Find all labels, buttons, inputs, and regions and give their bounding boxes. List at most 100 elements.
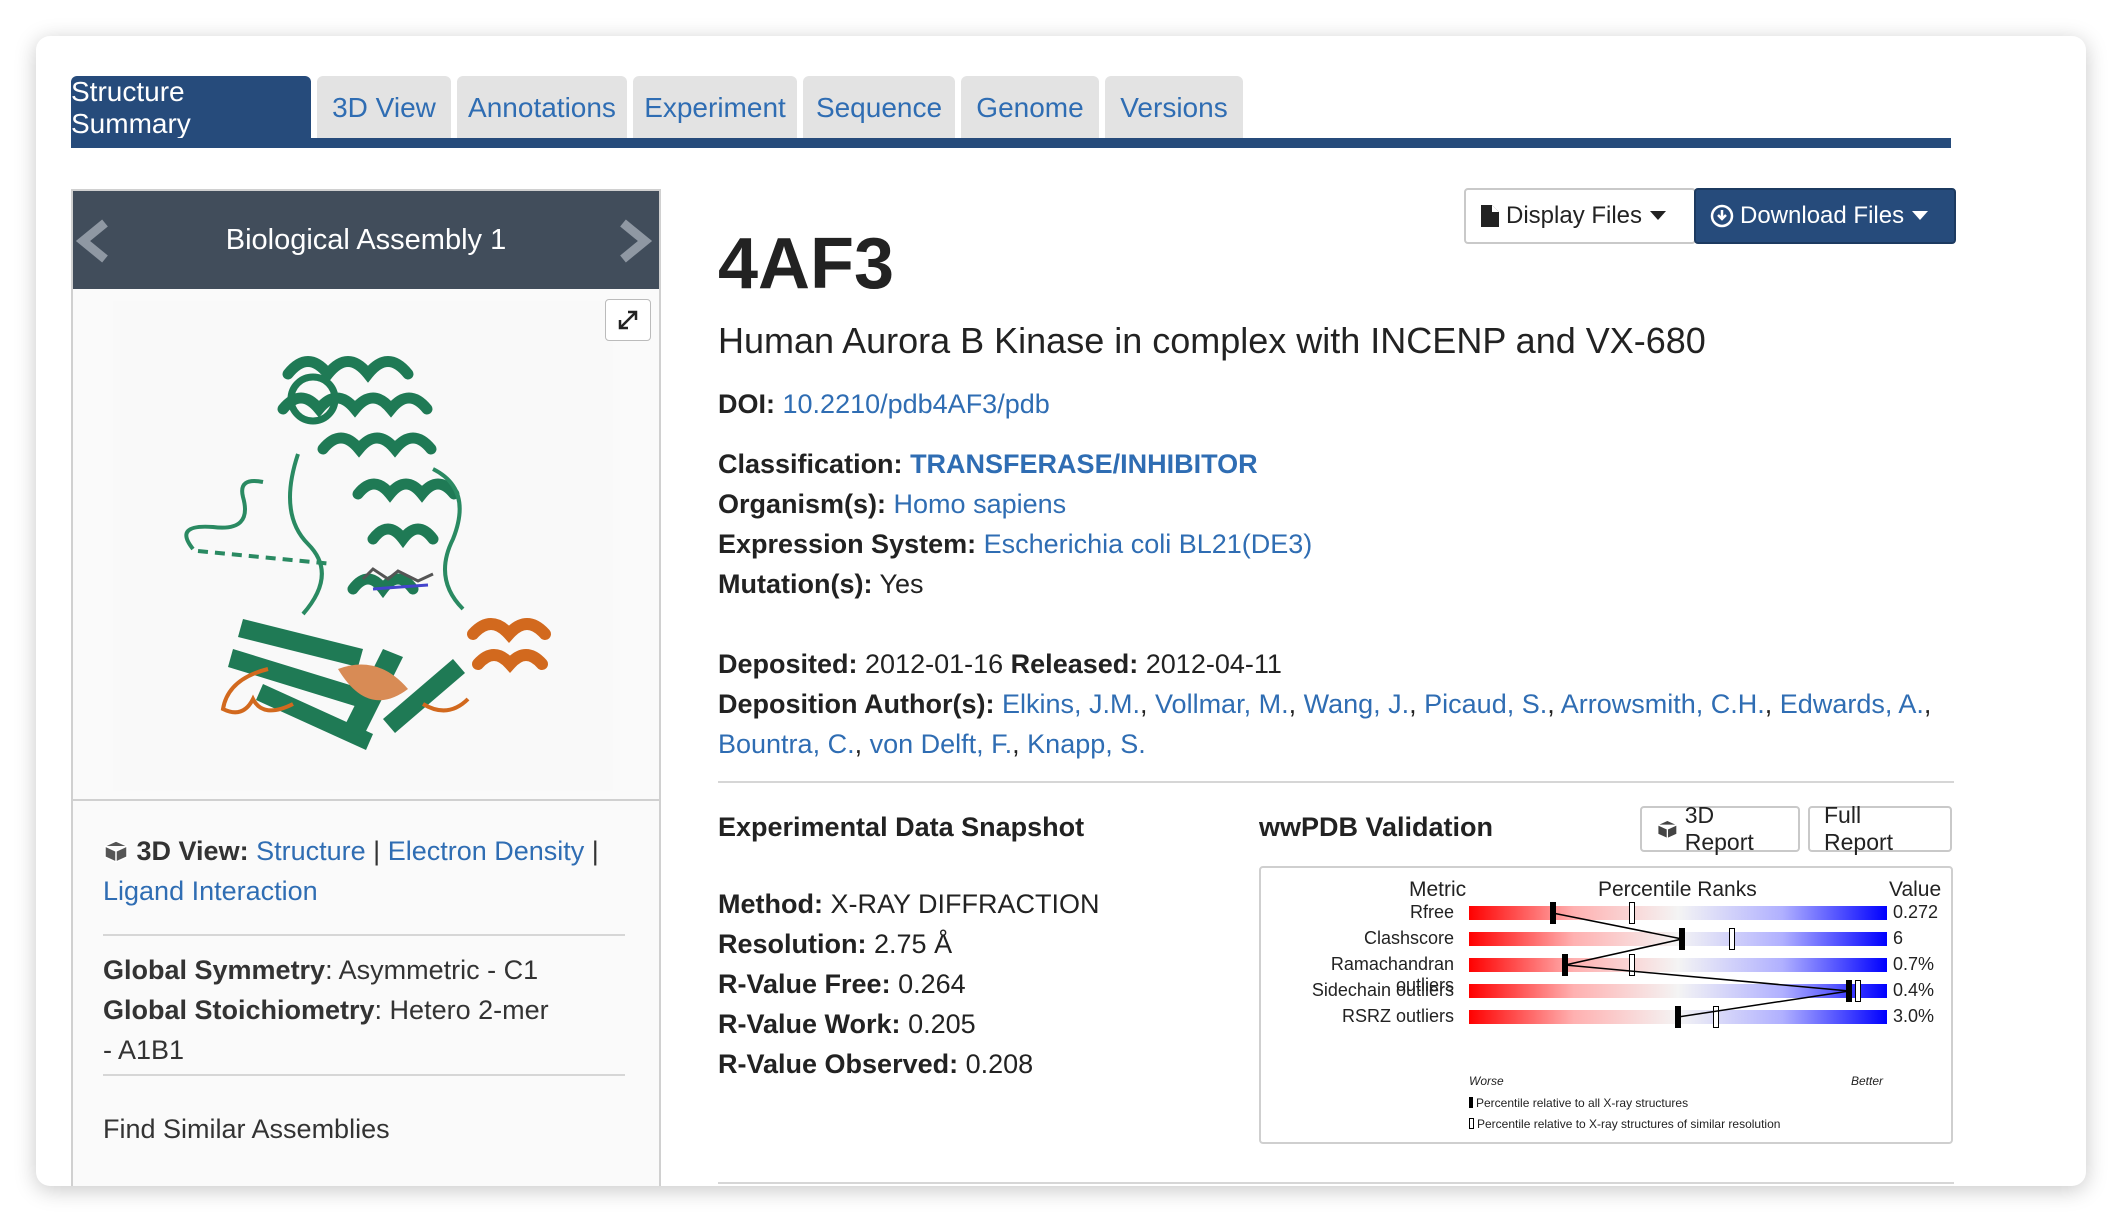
download-files-button[interactable]: Download Files bbox=[1694, 188, 1956, 244]
full-report-button[interactable]: Full Report bbox=[1808, 802, 1952, 855]
find-similar-assemblies-link[interactable]: Find Similar Assemblies bbox=[103, 1114, 390, 1144]
structure-image[interactable] bbox=[73, 289, 659, 801]
separator: | bbox=[591, 836, 599, 866]
metric-name: Clashscore bbox=[1363, 928, 1454, 948]
legend-similar-label: Percentile relative to X-ray structures … bbox=[1477, 1117, 1781, 1131]
percentile-header: Percentile Ranks bbox=[1598, 878, 1757, 901]
entry-main: Display Files Download Files 4AF3 Human … bbox=[718, 36, 1958, 1186]
rwork-row: R-Value Work: 0.205 bbox=[718, 1004, 976, 1044]
released-label: Released: bbox=[1010, 649, 1139, 679]
mutation-row: Mutation(s): Yes bbox=[718, 564, 924, 604]
percentile-connector-lines bbox=[1552, 912, 1850, 1018]
tab-sequence[interactable]: Sequence bbox=[803, 76, 955, 140]
better-label: Better bbox=[1851, 1074, 1884, 1088]
divider bbox=[718, 781, 1954, 783]
page-card: Structure Summary 3D View Annotations Ex… bbox=[36, 36, 2086, 1186]
connector-line bbox=[1564, 938, 1683, 966]
divider bbox=[103, 934, 625, 936]
deposited-label: Deposited: bbox=[718, 649, 858, 679]
resolution-label: Resolution: bbox=[718, 929, 867, 959]
snapshot-title: Experimental Data Snapshot bbox=[718, 812, 1085, 842]
dates-row: Deposited: 2012-01-16 Released: 2012-04-… bbox=[718, 644, 1282, 684]
percentile-marker-similar bbox=[1629, 902, 1636, 924]
assembly-header: Biological Assembly 1 bbox=[73, 191, 659, 289]
download-files-label: Download Files bbox=[1740, 202, 1905, 229]
robs-label: R-Value Observed: bbox=[718, 1049, 959, 1079]
3d-report-button[interactable]: 3D Report bbox=[1640, 802, 1800, 855]
rwork-label: R-Value Work: bbox=[718, 1009, 901, 1039]
metric-value: 0.7% bbox=[1893, 954, 1935, 974]
entry-title: Human Aurora B Kinase in complex with IN… bbox=[718, 320, 1706, 361]
tab-genome[interactable]: Genome bbox=[961, 76, 1099, 140]
author-link[interactable]: Bountra, C. bbox=[718, 729, 855, 759]
organism-row: Organism(s): Homo sapiens bbox=[718, 484, 1066, 524]
organism-label: Organism(s): bbox=[718, 489, 887, 519]
resolution-row: Resolution: 2.75 Å bbox=[718, 924, 952, 964]
tab-annotations[interactable]: Annotations bbox=[457, 76, 627, 140]
legend-similar-swatch bbox=[1469, 1118, 1474, 1129]
electron-density-link[interactable]: Electron Density bbox=[387, 836, 585, 866]
metric-header: Metric bbox=[1409, 878, 1467, 901]
author-link[interactable]: von Delft, F. bbox=[869, 729, 1013, 759]
released-value: 2012-04-11 bbox=[1145, 649, 1282, 679]
cube-icon bbox=[1657, 819, 1678, 840]
doi-link[interactable]: 10.2210/pdb4AF3/pdb bbox=[782, 389, 1050, 419]
doi-row: DOI: 10.2210/pdb4AF3/pdb bbox=[718, 384, 1050, 424]
percentile-marker-similar bbox=[1629, 954, 1636, 976]
divider bbox=[103, 1074, 625, 1076]
resolution-value: 2.75 Å bbox=[874, 929, 953, 959]
entry-id: 4AF3 bbox=[718, 224, 895, 304]
display-files-button[interactable]: Display Files bbox=[1464, 188, 1696, 244]
method-label: Method: bbox=[718, 889, 823, 919]
file-icon bbox=[1481, 205, 1499, 227]
metric-name: Ramachandran outliers bbox=[1330, 954, 1454, 995]
legend-similar: Percentile relative to X-ray structures … bbox=[1469, 1117, 1780, 1131]
author-link[interactable]: Picaud, S. bbox=[1424, 689, 1548, 719]
tab-3d-view[interactable]: 3D View bbox=[317, 76, 451, 140]
tab-versions[interactable]: Versions bbox=[1105, 76, 1243, 140]
author-link[interactable]: Elkins, J.M. bbox=[1001, 689, 1141, 719]
author-link[interactable]: Arrowsmith, C.H. bbox=[1560, 689, 1765, 719]
classification-link[interactable]: TRANSFERASE/INHIBITOR bbox=[910, 449, 1258, 479]
metric-value: 6 bbox=[1893, 928, 1904, 948]
metric-name: Rfree bbox=[1409, 902, 1454, 922]
percentile-bar bbox=[1469, 958, 1887, 972]
rfree-label: R-Value Free: bbox=[718, 969, 891, 999]
global-symmetry-value: : Asymmetric - C1 bbox=[325, 955, 539, 985]
metric-value: 0.4% bbox=[1893, 980, 1935, 1000]
author-link[interactable]: Wang, J. bbox=[1303, 689, 1410, 719]
deposited-value: 2012-01-16 bbox=[865, 649, 1004, 679]
chevron-right-icon[interactable] bbox=[613, 219, 653, 263]
mutation-value: Yes bbox=[879, 569, 924, 599]
percentile-marker-all bbox=[1549, 902, 1556, 924]
percentile-marker-all bbox=[1562, 954, 1569, 976]
protein-ribbon-illustration bbox=[113, 301, 613, 791]
structure-link[interactable]: Structure bbox=[256, 836, 366, 866]
author-link[interactable]: Knapp, S. bbox=[1027, 729, 1146, 759]
legend-all-label: Percentile relative to all X-ray structu… bbox=[1476, 1096, 1689, 1110]
method-row: Method: X-RAY DIFFRACTION bbox=[718, 884, 1100, 924]
tab-underline bbox=[71, 138, 1951, 148]
author-link[interactable]: Edwards, A. bbox=[1779, 689, 1924, 719]
ligand-interaction-link[interactable]: Ligand Interaction bbox=[103, 876, 318, 906]
caret-down-icon bbox=[1912, 211, 1929, 220]
global-stoichiometry-label: Global Stoichiometry bbox=[103, 995, 375, 1025]
chevron-left-icon[interactable] bbox=[75, 219, 115, 263]
3d-report-label: 3D Report bbox=[1684, 802, 1754, 855]
author-link[interactable]: Vollmar, M. bbox=[1155, 689, 1289, 719]
separator: | bbox=[373, 836, 381, 866]
divider bbox=[718, 1182, 1954, 1184]
legend-all-swatch bbox=[1469, 1097, 1473, 1108]
assembly-title: Biological Assembly 1 bbox=[225, 223, 507, 256]
expression-link[interactable]: Escherichia coli BL21(DE3) bbox=[983, 529, 1313, 559]
worse-label: Worse bbox=[1469, 1074, 1504, 1088]
expand-icon[interactable] bbox=[605, 299, 651, 341]
method-value: X-RAY DIFFRACTION bbox=[830, 889, 1100, 919]
tab-strip: Structure Summary 3D View Annotations Ex… bbox=[71, 76, 1951, 148]
metric-value: 3.0% bbox=[1893, 1006, 1935, 1026]
tab-structure-summary[interactable]: Structure Summary bbox=[71, 76, 311, 140]
download-icon bbox=[1710, 204, 1734, 228]
connector-line bbox=[1565, 964, 1850, 992]
tab-experiment[interactable]: Experiment bbox=[633, 76, 797, 140]
organism-link[interactable]: Homo sapiens bbox=[893, 489, 1067, 519]
